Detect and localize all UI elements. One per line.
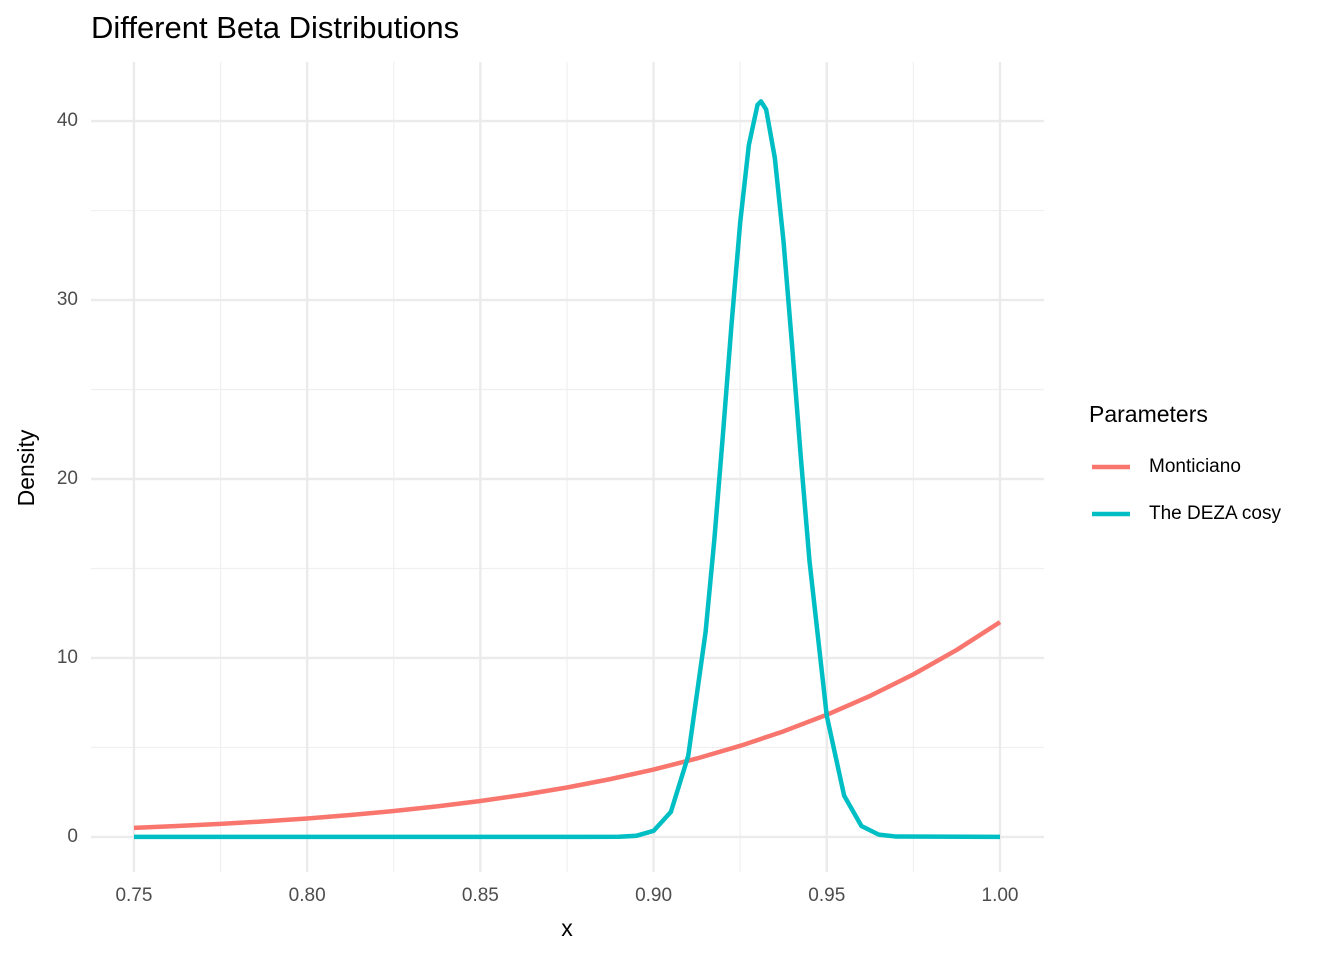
y-tick-label: 30 [57,289,78,310]
x-tick-label: 0.80 [289,885,326,906]
y-tick-label: 20 [57,468,78,489]
y-tick-label: 0 [67,826,78,847]
x-axis-label: x [561,915,573,941]
legend-label: The DEZA cosy [1149,503,1281,524]
line [133,620,1002,831]
x-tick-label: 0.75 [115,885,152,906]
y-tick-label: 10 [57,647,78,668]
legend-title: Parameters [1089,401,1208,427]
line [133,99,1001,840]
x-tick-label: 0.95 [808,885,845,906]
chart-title: Different Beta Distributions [91,10,459,45]
legend-label: Monticiano [1149,456,1241,477]
x-tick-label: 0.90 [635,885,672,906]
x-tick-label: 1.00 [982,885,1019,906]
y-axis-label: Density [13,429,39,506]
x-tick-label: 0.85 [462,885,499,906]
y-tick-label: 40 [57,110,78,131]
